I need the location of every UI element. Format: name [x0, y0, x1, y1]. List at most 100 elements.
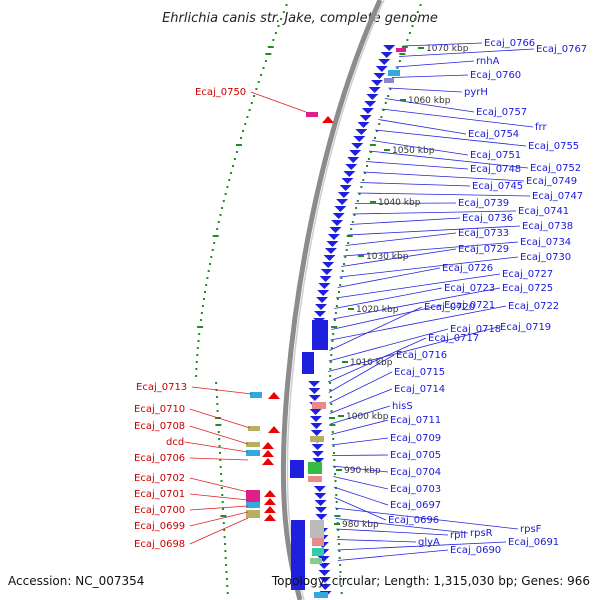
gc-mark [280, 18, 283, 20]
forward-gene-label: Ecaj_0754 [468, 129, 519, 140]
forward-gene [309, 409, 322, 415]
gc-mark [225, 571, 228, 573]
forward-gene [315, 514, 328, 520]
forward-gene [326, 241, 339, 247]
gc-mark [338, 550, 341, 552]
gc-mark [358, 193, 361, 195]
forward-gene [373, 73, 386, 79]
forward-label-connector [334, 497, 387, 521]
gc-mark [345, 249, 348, 251]
gc-mark [224, 193, 227, 195]
topology-text: Topology: circular; Length: 1,315,030 bp… [271, 574, 590, 588]
forward-gene-label: Ecaj_0717 [428, 333, 479, 344]
gc-mark [414, 18, 417, 20]
gc-mark [285, 4, 288, 6]
forward-gene [329, 227, 342, 233]
gc-mark [366, 165, 368, 167]
forward-label-connector [329, 306, 423, 351]
forward-label-connector [330, 419, 389, 435]
reverse-gene [268, 426, 280, 433]
gc-mark [334, 473, 337, 475]
gc-mark [398, 60, 401, 62]
forward-gene [347, 157, 360, 163]
reverse-gene [322, 116, 334, 123]
feature-block [250, 392, 262, 398]
forward-gene-label: Ecaj_0733 [458, 228, 509, 239]
forward-gene-label: Ecaj_0716 [396, 350, 447, 361]
forward-label-connector [336, 528, 449, 536]
gc-mark [262, 67, 265, 69]
forward-gene [331, 220, 344, 226]
feature-block [246, 502, 260, 508]
forward-gene [359, 115, 372, 121]
gc-mark [335, 501, 338, 503]
forward-gene-block [291, 520, 305, 590]
gc-content-track [195, 4, 422, 594]
gc-mark [401, 46, 408, 48]
reverse-gene [262, 458, 274, 465]
forward-label-connector [357, 192, 531, 197]
forward-label-connector [337, 541, 507, 551]
gc-mark [226, 585, 229, 587]
forward-gene-label: Ecaj_0730 [520, 252, 571, 263]
forward-gene-label: Ecaj_0720 [424, 302, 475, 313]
gc-mark [222, 508, 224, 510]
forward-gene [319, 584, 332, 590]
forward-gene-label: Ecaj_0719 [500, 322, 551, 333]
feature-block [312, 538, 324, 546]
forward-gene-label: Ecaj_0696 [388, 515, 439, 526]
forward-gene-label: pyrH [464, 87, 488, 98]
forward-gene [380, 52, 393, 58]
forward-label-connector [378, 119, 467, 135]
gc-mark [344, 256, 347, 258]
forward-gene-label: Ecaj_0704 [390, 467, 441, 478]
gc-mark [329, 417, 335, 419]
gc-mark [226, 592, 229, 594]
gc-mark [200, 312, 203, 314]
gc-mark [264, 60, 267, 62]
gc-mark [223, 536, 226, 538]
forward-gene-label: Ecaj_0752 [530, 163, 581, 174]
forward-label-connector [347, 225, 521, 236]
forward-gene [316, 297, 329, 303]
reverse-gene [264, 514, 276, 521]
forward-label-connector [399, 48, 535, 57]
gc-mark [329, 396, 332, 398]
reverse-gene [262, 442, 274, 449]
gc-mark [248, 109, 251, 111]
reverse-label-connector [189, 477, 249, 493]
gc-mark [362, 179, 365, 181]
feature-block [248, 426, 260, 431]
gc-mark [220, 515, 227, 517]
gc-mark [206, 277, 209, 279]
forward-gene [343, 171, 356, 177]
forward-gene [371, 80, 384, 86]
forward-label-connector [339, 256, 519, 278]
forward-gene-label: rnhA [476, 56, 500, 67]
gc-mark [274, 32, 277, 34]
forward-gene-label: Ecaj_0722 [508, 301, 559, 312]
gc-mark [225, 578, 228, 580]
forward-gene-block [290, 460, 304, 478]
gc-mark [235, 151, 238, 153]
forward-label-connector [388, 87, 463, 93]
gc-mark [334, 312, 337, 314]
forward-gene [318, 577, 331, 583]
reverse-gene [262, 450, 274, 457]
forward-gene-label: Ecaj_0745 [472, 181, 523, 192]
gc-mark [221, 501, 224, 503]
gc-mark [416, 11, 419, 13]
forward-gene-label: Ecaj_0738 [522, 221, 573, 232]
gc-mark [196, 347, 199, 349]
reverse-label-connector [189, 425, 249, 445]
gc-mark [219, 459, 222, 461]
gc-mark [332, 333, 335, 335]
gc-mark [198, 333, 201, 335]
forward-gene [332, 213, 345, 219]
feature-block [246, 450, 260, 456]
forward-gene [317, 556, 330, 562]
gc-mark [242, 130, 245, 132]
forward-label-connector [391, 74, 469, 78]
gc-mark [333, 319, 336, 321]
